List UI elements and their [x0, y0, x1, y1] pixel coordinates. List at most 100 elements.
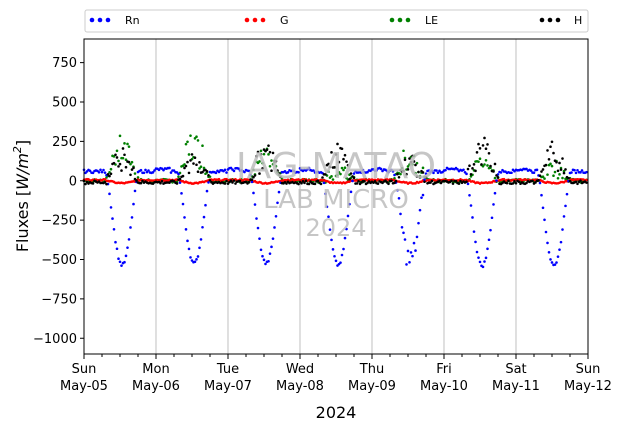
legend-marker	[389, 17, 395, 23]
data-point	[109, 172, 113, 176]
data-point	[402, 169, 405, 173]
data-point	[108, 174, 111, 178]
data-point	[360, 171, 363, 175]
data-point	[207, 181, 210, 184]
data-point	[495, 174, 498, 177]
data-point	[202, 166, 206, 170]
data-point	[180, 192, 183, 195]
x-tick-label-date: May-06	[132, 379, 180, 394]
data-point	[100, 170, 104, 174]
data-point	[276, 201, 279, 205]
data-point	[327, 170, 330, 174]
data-point	[471, 167, 474, 170]
data-point	[429, 171, 432, 174]
data-point	[232, 169, 236, 173]
data-point	[558, 248, 561, 251]
data-point	[345, 176, 348, 180]
data-point	[400, 226, 404, 229]
data-point	[319, 182, 323, 186]
data-point	[403, 238, 407, 241]
data-point	[550, 261, 554, 264]
data-point	[304, 179, 308, 183]
data-point	[175, 182, 179, 185]
data-point	[277, 172, 281, 175]
data-point	[270, 169, 273, 172]
x-tick-label-day: Thu	[359, 362, 384, 377]
data-point	[142, 171, 146, 175]
y-tick-label: 500	[52, 96, 77, 111]
data-point	[183, 166, 186, 170]
data-point	[406, 249, 410, 253]
data-point	[129, 226, 132, 229]
data-point	[277, 190, 281, 194]
legend-marker	[539, 17, 545, 23]
data-point	[477, 256, 480, 259]
legend-marker	[260, 17, 266, 23]
data-point	[273, 226, 276, 229]
data-point	[186, 239, 189, 243]
y-axis-title: Fluxes [W/m2]	[11, 140, 32, 252]
data-point	[546, 173, 549, 176]
data-point	[124, 254, 128, 258]
data-point	[300, 181, 303, 185]
data-point	[190, 153, 194, 156]
data-point	[483, 136, 486, 140]
data-point	[202, 215, 206, 219]
data-point	[529, 169, 533, 172]
data-point	[535, 168, 539, 172]
data-point	[126, 142, 129, 146]
data-point	[187, 153, 191, 156]
data-point	[568, 179, 572, 183]
data-point	[525, 167, 528, 171]
data-point	[421, 193, 425, 197]
data-point	[229, 166, 233, 170]
data-point	[118, 162, 122, 166]
data-point	[573, 168, 576, 172]
data-point	[117, 159, 120, 163]
legend: Rn G LE H	[84, 9, 589, 33]
data-point	[330, 238, 333, 242]
data-point	[286, 171, 290, 174]
data-point	[585, 170, 588, 174]
data-point	[187, 247, 191, 251]
data-point	[541, 206, 545, 210]
data-point	[559, 240, 563, 244]
data-point	[376, 182, 380, 185]
data-point	[268, 252, 272, 256]
data-point	[517, 180, 521, 184]
legend-item: Rn	[89, 14, 140, 27]
data-point	[259, 149, 263, 153]
data-point	[247, 180, 251, 184]
data-point	[544, 230, 548, 234]
data-point	[333, 166, 336, 169]
data-point	[193, 137, 197, 140]
data-point	[411, 254, 414, 258]
data-point	[232, 179, 236, 182]
data-point	[103, 181, 107, 184]
data-point	[493, 191, 497, 195]
data-point	[130, 168, 134, 171]
data-point	[475, 250, 479, 254]
data-point	[88, 169, 92, 173]
data-point	[477, 142, 480, 146]
data-point	[112, 161, 116, 165]
data-point	[411, 163, 414, 166]
data-point	[195, 163, 198, 167]
data-point	[384, 179, 387, 182]
data-point	[105, 176, 108, 179]
data-point	[421, 166, 425, 170]
data-point	[124, 165, 128, 169]
data-point	[312, 169, 315, 172]
data-point	[427, 169, 431, 172]
data-point	[250, 178, 254, 182]
data-point	[423, 178, 426, 181]
data-point	[402, 149, 405, 153]
data-point	[238, 179, 242, 183]
x-axis: Sun May-05 Mon May-06 Tue May-07 Wed May-08 Thu M…	[60, 354, 612, 394]
data-point	[355, 182, 359, 185]
data-point	[307, 182, 311, 186]
data-point	[186, 160, 189, 164]
data-points	[82, 134, 588, 269]
data-point	[432, 171, 435, 175]
data-point	[274, 214, 278, 218]
